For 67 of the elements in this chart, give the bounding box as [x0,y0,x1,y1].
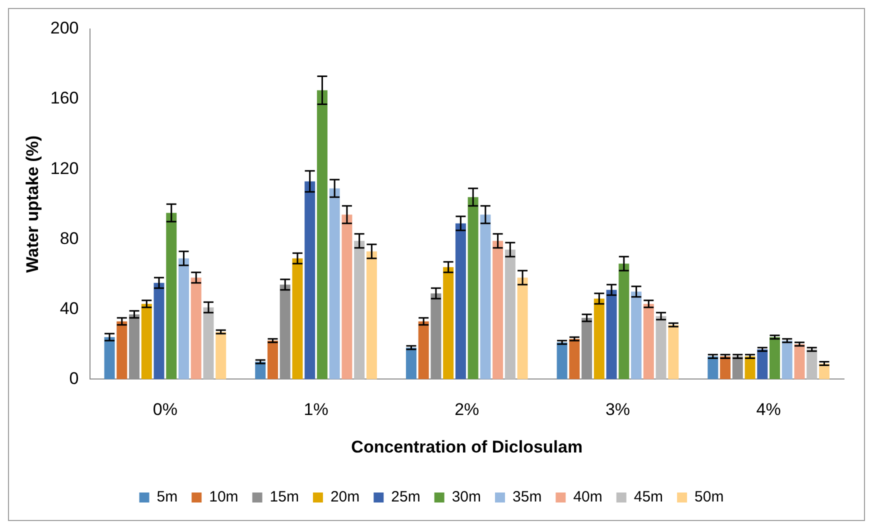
legend-label: 45m [634,488,664,506]
bar [656,316,666,380]
bar [720,356,731,380]
bar [569,338,580,380]
bar [342,214,352,380]
legend-label: 5m [156,488,178,506]
x-tick-label: 3% [605,400,630,420]
bar [166,212,177,380]
x-tick-label: 0% [152,400,178,420]
bar [203,307,214,380]
bar [517,278,528,380]
legend-label: 50m [694,488,724,506]
x-axis-title: Concentration of Diclosulam [351,437,583,456]
bar [116,321,128,380]
bar [556,342,568,380]
legend-label: 20m [330,488,360,506]
x-tick-label: 1% [304,400,328,420]
bar [141,304,152,380]
bar [504,250,516,380]
bar [366,251,377,380]
bar [418,321,429,380]
x-tick-label: 2% [454,400,480,420]
bar [770,337,780,380]
bar [631,292,642,380]
bar [190,278,202,380]
bar [492,240,504,380]
bar [216,332,226,380]
bar [329,188,340,380]
y-tick-label: 120 [50,158,79,178]
bar [744,356,756,380]
bar [794,344,805,380]
bar [178,258,189,380]
bar [316,90,328,380]
bar [606,290,617,380]
bar [782,340,792,380]
legend-label: 10m [209,488,238,506]
bar [292,258,303,380]
bar [267,340,278,380]
bar [708,356,718,380]
bar [354,240,365,380]
bar [406,348,416,380]
legend-label: 25m [391,488,420,506]
bar [104,337,115,380]
legend-label: 15m [270,488,299,506]
bar [443,267,454,380]
y-tick-label: 80 [60,228,79,248]
y-tick-label: 160 [50,88,79,108]
bar [618,264,630,380]
y-tick-label: 0 [69,368,79,388]
bar [806,349,818,380]
bar [468,197,478,380]
legend-label: 30m [452,488,482,506]
bar [594,298,604,380]
x-tick-label: 4% [756,400,781,420]
bar [643,304,654,380]
bar [154,282,164,380]
bar [255,362,266,380]
bar [668,324,679,380]
y-axis-title: Water uptake (%) [22,135,42,273]
legend-label: 35m [512,488,542,506]
bar [304,181,316,380]
y-tick-label: 200 [50,18,79,38]
bar [480,214,491,380]
bar [455,223,466,380]
y-tick-label: 40 [60,298,79,318]
bar [757,349,768,380]
legend-label: 40m [573,488,602,506]
